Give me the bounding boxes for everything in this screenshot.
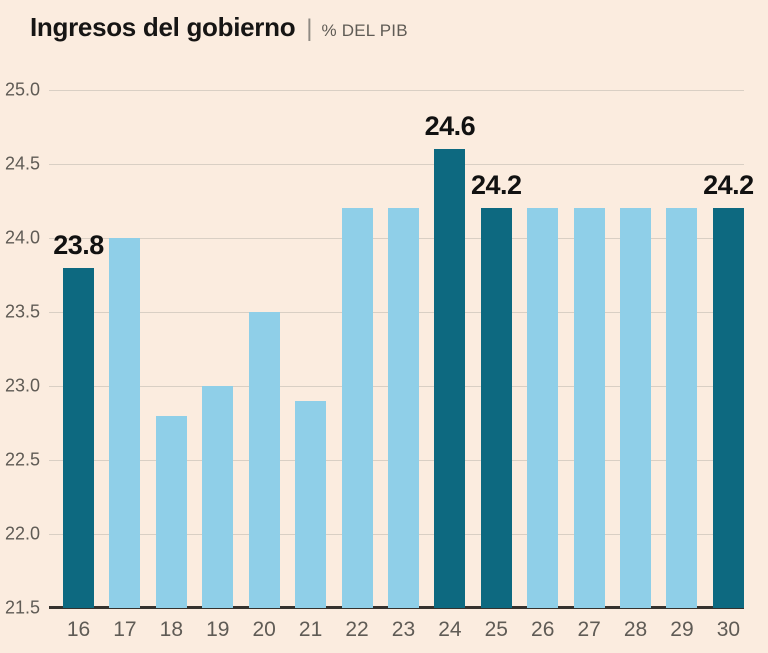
x-tick-label-30: 30	[716, 618, 741, 641]
y-tick-label: 21.5	[4, 597, 40, 618]
bar-16: 23.8	[53, 230, 104, 608]
gridline	[49, 164, 744, 165]
chart-header: Ingresos del gobierno | % DEL PIB	[30, 12, 408, 43]
x-tick-label-23: 23	[391, 618, 416, 641]
x-axis-labels: 16 17 18 19 20 21 22 23 24 25 26 27 28 29 30	[49, 618, 744, 642]
bar-18	[155, 415, 187, 608]
x-tick-label-20: 20	[252, 618, 276, 641]
x-tick-label-22: 22	[345, 618, 369, 641]
x-tick-label-16: 16	[66, 618, 91, 641]
chart-title: Ingresos del gobierno	[30, 12, 296, 42]
data-label-30: 24.2	[703, 170, 754, 201]
bars: 23.8 24.6 24.2 24.2	[49, 90, 754, 608]
data-label-16: 23.8	[53, 229, 104, 260]
plot-area: 25.0 24.5 24.0 23.5 23.0 22.5 22.0 21.5 23.8 24.…	[5, 80, 754, 642]
y-tick-label: 25.0	[4, 79, 40, 100]
chart-subtitle: % DEL PIB	[321, 21, 408, 40]
x-tick-label-27: 27	[577, 618, 601, 641]
bar-19	[202, 386, 234, 608]
x-tick-label-28: 28	[623, 618, 648, 641]
bar-29	[666, 208, 698, 608]
x-tick-label-24: 24	[438, 618, 462, 641]
x-tick-label-21: 21	[298, 618, 323, 641]
y-tick-label: 23.0	[4, 375, 40, 396]
bar-20	[248, 312, 280, 608]
gridline	[49, 90, 744, 91]
x-tick-label-17: 17	[113, 618, 137, 641]
title-separator: |	[306, 15, 313, 42]
x-tick-label-29: 29	[670, 618, 694, 641]
y-tick-label: 23.5	[4, 301, 40, 322]
bar-28	[620, 208, 652, 608]
bar-27	[573, 208, 605, 608]
y-tick-label: 24.0	[4, 227, 40, 248]
x-tick-label-18: 18	[159, 618, 184, 641]
y-tick-label: 22.0	[4, 523, 40, 544]
bar-30: 24.2	[703, 170, 754, 608]
y-tick-label: 22.5	[4, 449, 40, 470]
x-tick-label-19: 19	[206, 618, 230, 641]
y-tick-label: 24.5	[4, 153, 40, 174]
bar-25: 24.2	[471, 170, 522, 608]
x-tick-label-25: 25	[484, 618, 508, 641]
x-tick-label-26: 26	[531, 618, 555, 641]
bar-26	[527, 208, 559, 608]
bar-21	[295, 400, 327, 608]
data-label-25: 24.2	[471, 170, 522, 201]
bar-23	[387, 208, 419, 608]
data-label-24: 24.6	[424, 111, 476, 142]
bar-24: 24.6	[425, 111, 476, 608]
bar-22	[341, 208, 373, 608]
bar-17	[109, 238, 141, 608]
